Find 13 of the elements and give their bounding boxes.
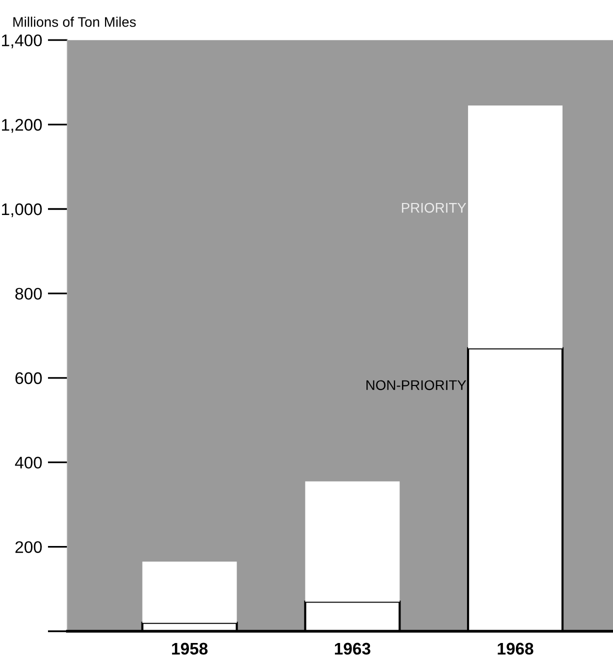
y-tick-label: 600 [15, 372, 42, 384]
y-tick-label: 400 [15, 456, 42, 469]
text: 1,200 [2, 118, 42, 133]
text: 1,400 [2, 34, 42, 48]
y-axis-title: Millions of Ton Miles [13, 16, 136, 27]
x-tick-label: 1958 [172, 642, 208, 655]
y-tick-label: 800 [15, 288, 42, 300]
x-tick-label: 1968 [498, 642, 534, 655]
y-tick-label: 200 [15, 541, 42, 554]
series-label: NON-PRIORITY [366, 380, 466, 390]
series-label: PRIORITY [402, 202, 466, 213]
text: 1,000 [2, 203, 42, 218]
x-tick-label: 1963 [334, 642, 370, 655]
